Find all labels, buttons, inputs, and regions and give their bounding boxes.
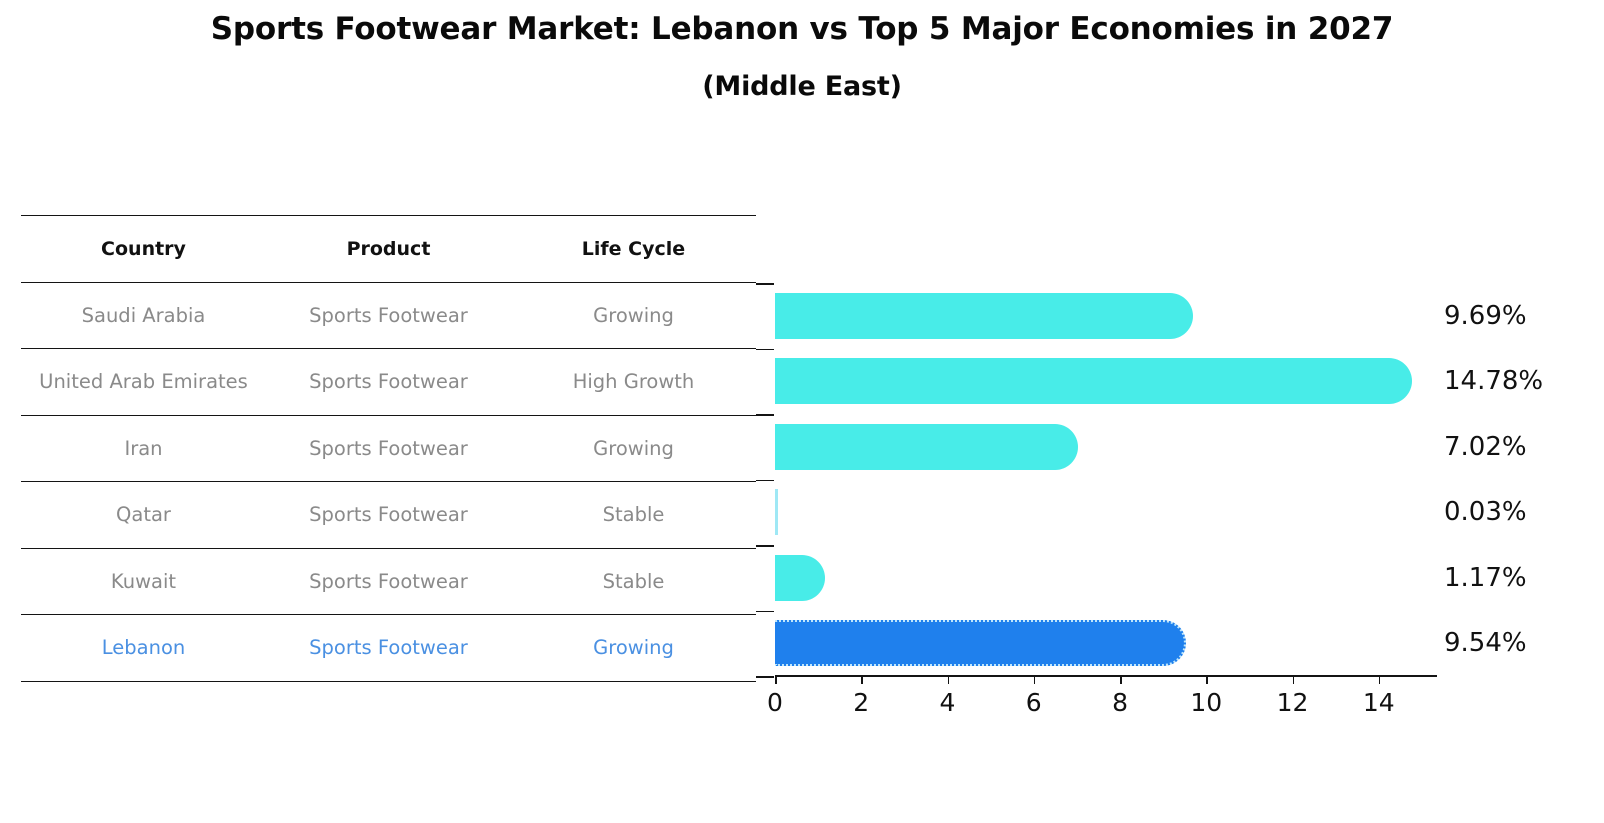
x-axis-tick-mark (947, 675, 950, 684)
column-header-product: Product (266, 215, 511, 283)
row-rule-stub (756, 479, 774, 482)
x-axis-tick-label: 0 (767, 688, 783, 717)
table-cell-country: Kuwait (21, 547, 266, 615)
table-cell-life-cycle: Stable (511, 547, 756, 615)
table-row: Saudi Arabia Sports Footwear Growing (21, 281, 756, 349)
bar-value-label: 1.17% (1444, 562, 1527, 593)
table-cell-product: Sports Footwear (266, 281, 511, 349)
table-cell-life-cycle: High Growth (511, 348, 756, 416)
x-axis-tick-label: 2 (853, 688, 870, 717)
table-cell-product: Sports Footwear (266, 348, 511, 416)
row-rule-stub (756, 283, 774, 285)
table-cell-country: Lebanon (21, 614, 266, 682)
chart-title-block: Sports Footwear Market: Lebanon vs Top 5… (0, 0, 1604, 102)
x-axis-tick-mark (1120, 675, 1122, 684)
table-cell-country: United Arab Emirates (21, 348, 266, 416)
bar-kuwait (775, 554, 826, 601)
table-body: Saudi Arabia Sports Footwear Growing United… (21, 281, 756, 682)
table-header-row: Country Product Life Cycle (21, 215, 756, 283)
row-rule-stub (756, 348, 774, 351)
table-cell-life-cycle: Growing (511, 281, 756, 349)
column-header-country: Country (21, 215, 266, 283)
table-row: Qatar Sports Footwear Stable (21, 481, 756, 549)
bar-value-label: 9.69% (1444, 300, 1527, 331)
table-cell-life-cycle: Growing (511, 614, 756, 682)
x-axis-tick-mark (775, 675, 777, 684)
x-axis-tick-label: 12 (1276, 688, 1309, 717)
table-row: Lebanon Sports Footwear Growing (21, 614, 756, 682)
table-cell-product: Sports Footwear (266, 414, 511, 482)
row-rule-stub (756, 610, 774, 613)
x-axis-tick-mark (1292, 675, 1295, 684)
bar-qatar (775, 489, 778, 536)
table-cell-country: Qatar (21, 481, 266, 549)
x-axis-tick-mark (1033, 675, 1036, 684)
table-row: United Arab Emirates Sports Footwear High … (21, 348, 756, 416)
row-rule-stub (756, 414, 774, 416)
bar-value-label: 0.03% (1444, 497, 1527, 528)
table-cell-country: Saudi Arabia (21, 281, 266, 349)
bar-row (775, 283, 1437, 349)
page-subtitle: (Middle East) (702, 71, 902, 102)
page-title: Sports Footwear Market: Lebanon vs Top 5… (210, 11, 1394, 47)
x-axis-tick-label: 4 (939, 688, 956, 717)
bar-chart-plot-area (775, 283, 1437, 675)
bar-row (775, 545, 1437, 611)
x-axis-line (775, 675, 1437, 677)
bar-row (775, 480, 1437, 546)
bar-iran (775, 423, 1078, 470)
market-table-panel: Country Product Life Cycle Saudi Arabia S… (21, 215, 756, 682)
x-axis-tick-label: 10 (1190, 688, 1223, 717)
table-cell-product: Sports Footwear (266, 614, 511, 682)
row-rule-stub (756, 676, 774, 678)
bar-value-label: 7.02% (1444, 431, 1527, 462)
x-axis-tick-label: 6 (1025, 688, 1042, 717)
bar-united-arab-emirates (775, 358, 1413, 405)
table-row: Iran Sports Footwear Growing (21, 414, 756, 482)
bar-highlight-lebanon (775, 620, 1187, 667)
table-cell-life-cycle: Stable (511, 481, 756, 549)
table-cell-country: Iran (21, 414, 266, 482)
bar-row (775, 349, 1437, 415)
bar-row (775, 414, 1437, 480)
bar-saudi-arabia (775, 292, 1193, 339)
x-axis-tick-mark (1378, 675, 1381, 684)
table-cell-product: Sports Footwear (266, 481, 511, 549)
bar-value-label: 9.54% (1444, 628, 1527, 659)
x-axis-tick-label: 8 (1112, 688, 1128, 717)
x-axis-tick-label: 14 (1362, 688, 1395, 717)
bar-row (775, 611, 1437, 677)
row-rule-stub (756, 545, 774, 547)
x-axis-tick-mark (1206, 675, 1208, 684)
table-cell-product: Sports Footwear (266, 547, 511, 615)
table-cell-life-cycle: Growing (511, 414, 756, 482)
table-row: Kuwait Sports Footwear Stable (21, 547, 756, 615)
column-header-life-cycle: Life Cycle (511, 215, 756, 283)
bar-value-label: 14.78% (1444, 366, 1544, 397)
market-table: Country Product Life Cycle Saudi Arabia S… (21, 215, 756, 682)
x-axis-tick-mark (861, 675, 863, 684)
